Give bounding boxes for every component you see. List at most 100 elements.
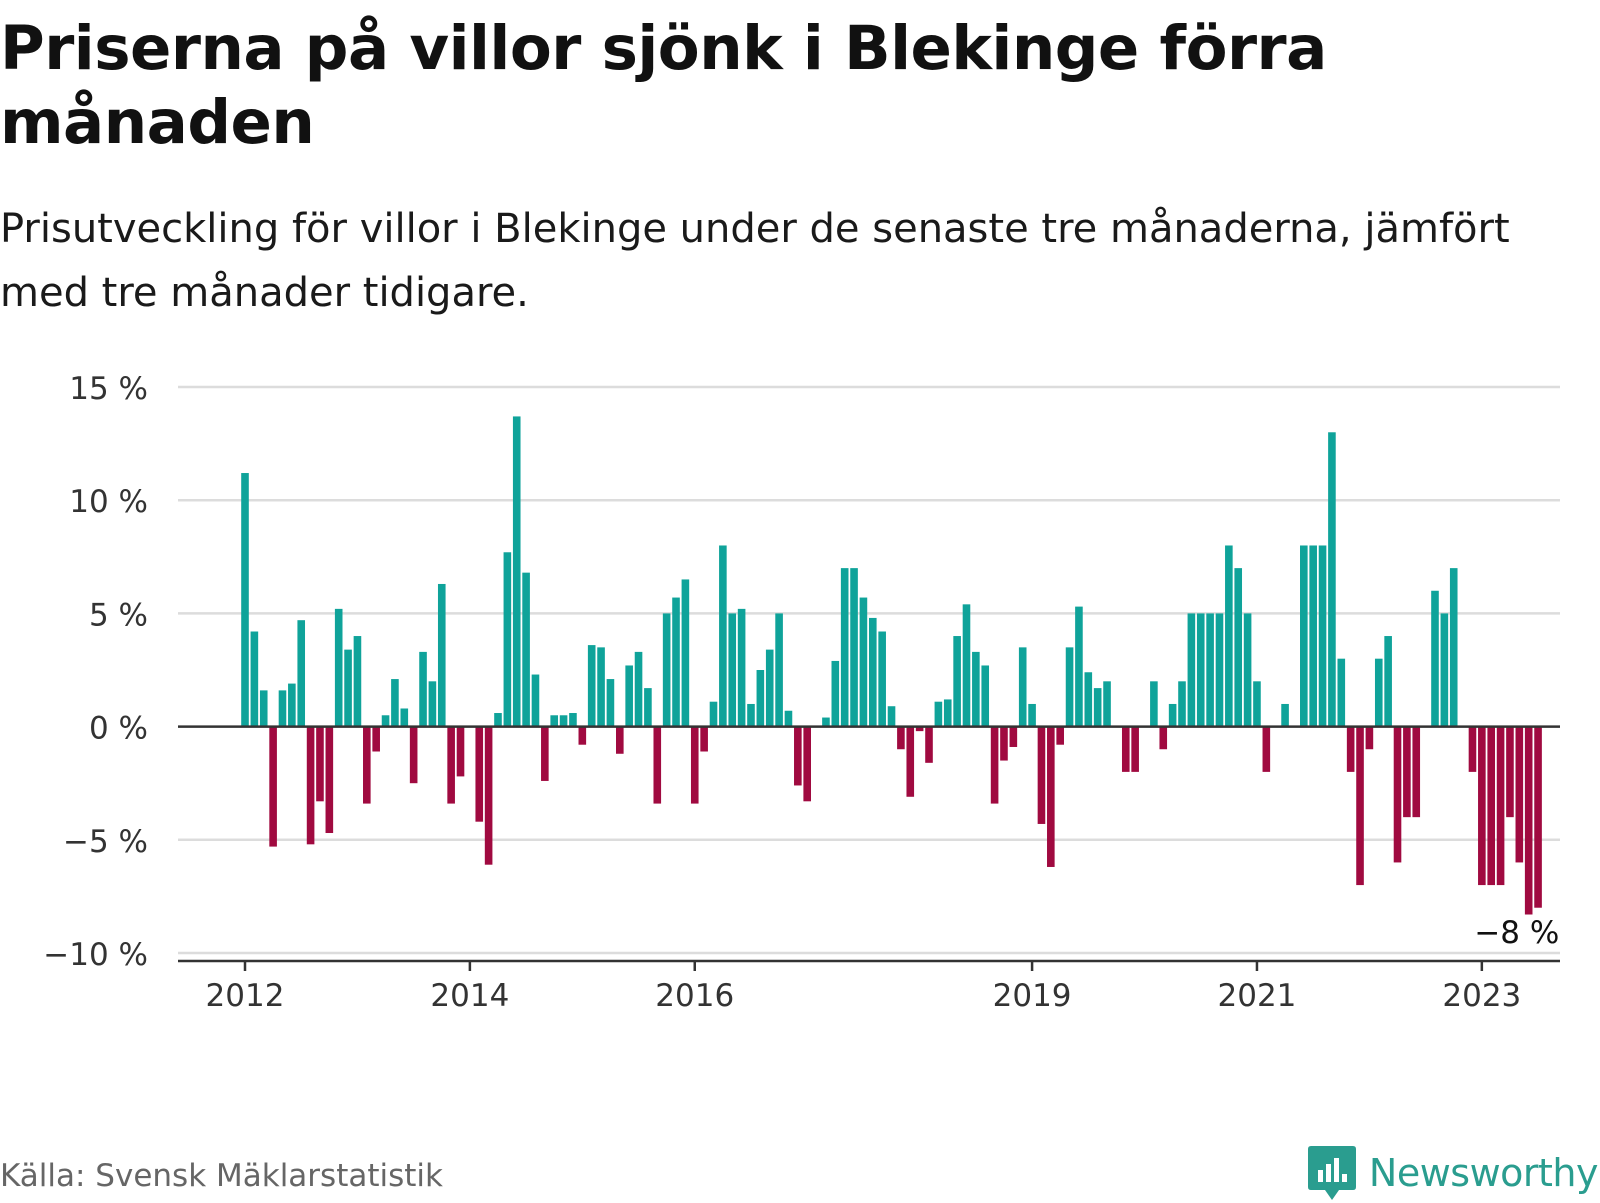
- bar-positive: [822, 717, 830, 727]
- value-annotation: −8 %: [1474, 915, 1559, 951]
- bar-positive: [419, 651, 427, 727]
- x-tick-label: 2021: [1218, 978, 1297, 1014]
- bar-negative: [1515, 726, 1524, 863]
- bar-positive: [859, 597, 868, 727]
- bar-negative: [1524, 726, 1533, 915]
- bar-positive: [1093, 688, 1102, 727]
- y-axis-labels: 15 % 10 % 5 % 0 % −5 % −10 %: [43, 371, 148, 973]
- bar-positive: [840, 568, 849, 727]
- bar-positive: [672, 597, 680, 727]
- bar-positive: [297, 620, 306, 727]
- bar-positive: [831, 660, 840, 727]
- bar-negative: [1121, 726, 1130, 772]
- bar-positive: [522, 572, 530, 727]
- x-tick-label: 2019: [993, 978, 1072, 1014]
- bar-positive: [1225, 545, 1233, 727]
- bar-positive: [1018, 647, 1027, 727]
- bar-positive: [1337, 658, 1346, 727]
- bar-negative: [484, 726, 493, 865]
- bar-negative: [269, 726, 277, 847]
- bar-negative: [1000, 726, 1008, 761]
- bar-positive: [1084, 672, 1093, 727]
- bar-positive: [278, 690, 287, 727]
- bar-positive: [391, 679, 399, 727]
- bar-negative: [541, 726, 549, 781]
- bar-positive: [250, 631, 259, 727]
- bar-negative: [1478, 726, 1486, 886]
- bar-positive: [719, 545, 727, 727]
- bar-positive: [747, 703, 755, 727]
- bar-positive: [1103, 681, 1111, 727]
- bar-negative: [897, 726, 905, 750]
- bar-positive: [953, 636, 961, 727]
- bar-positive: [1234, 568, 1243, 727]
- x-tick-label: 2014: [430, 978, 509, 1014]
- bar-positive: [1168, 703, 1177, 727]
- bar-negative: [690, 726, 699, 804]
- bar-positive: [1281, 703, 1289, 727]
- bar-positive: [550, 715, 559, 727]
- y-tick-label: −5 %: [63, 824, 148, 860]
- bar-positive: [344, 649, 352, 727]
- source-note: Källa: Svensk Mäklarstatistik: [0, 1158, 443, 1194]
- bar-positive: [850, 568, 858, 727]
- bar-positive: [1328, 432, 1336, 727]
- bar-positive: [1150, 681, 1158, 727]
- bar-negative: [616, 726, 624, 754]
- bar-negative: [372, 726, 380, 752]
- bar-negative: [456, 726, 465, 777]
- bar-positive: [709, 701, 718, 727]
- bar-negative: [1468, 726, 1477, 772]
- bar-positive: [1309, 545, 1317, 727]
- newsworthy-logo-icon: [1307, 1146, 1356, 1200]
- bar-positive: [1028, 703, 1036, 727]
- bar-positive: [606, 679, 615, 727]
- bar-negative: [990, 726, 999, 804]
- bar-negative: [578, 726, 587, 745]
- bar-negative: [409, 726, 418, 784]
- bar-positive: [644, 688, 652, 727]
- y-tick-label: −10 %: [43, 937, 148, 973]
- bar-negative: [325, 726, 334, 834]
- bar-negative: [1356, 726, 1364, 886]
- bar-positive: [784, 710, 793, 727]
- bar-positive: [1243, 613, 1252, 727]
- bar-positive: [569, 713, 577, 727]
- bar-positive: [1374, 658, 1383, 727]
- bar-positive: [428, 681, 437, 727]
- x-tick-label: 2012: [206, 978, 285, 1014]
- newsworthy-logo: Newsworthy: [1307, 1143, 1599, 1203]
- bar-negative: [1131, 726, 1139, 772]
- bar-positive: [1196, 613, 1205, 727]
- bar-negative: [475, 726, 484, 822]
- bar-positive: [531, 674, 540, 727]
- x-tick-label: 2016: [655, 978, 734, 1014]
- bar-positive: [728, 613, 737, 727]
- bar-negative: [700, 726, 708, 752]
- bar-positive: [662, 613, 671, 727]
- bar-positive: [1431, 590, 1439, 727]
- bar-negative: [1159, 726, 1168, 750]
- bar-negative: [915, 726, 924, 732]
- bar-positive: [1187, 613, 1196, 727]
- bar-positive: [775, 613, 783, 727]
- bar-negative: [1009, 726, 1018, 747]
- y-tick-label: 10 %: [69, 484, 148, 520]
- bar-negative: [1506, 726, 1514, 818]
- chart-subtitle: Prisutveckling för villor i Blekinge und…: [0, 206, 1510, 316]
- bar-positive: [934, 701, 943, 727]
- bar-positive: [681, 579, 690, 727]
- bar-positive: [1215, 613, 1224, 727]
- bar-positive: [962, 604, 971, 727]
- bar-positive: [1178, 681, 1186, 727]
- bar-negative: [794, 726, 802, 786]
- bar-positive: [353, 636, 362, 727]
- bar-positive: [437, 583, 446, 727]
- bar-positive: [1318, 545, 1327, 727]
- bar-positive: [1440, 613, 1449, 727]
- bar-negative: [306, 726, 315, 845]
- bar-negative: [1262, 726, 1271, 772]
- bar-negative: [1412, 726, 1421, 818]
- chart-title: Priserna på villor sjönk i Blekinge förr…: [0, 13, 1327, 158]
